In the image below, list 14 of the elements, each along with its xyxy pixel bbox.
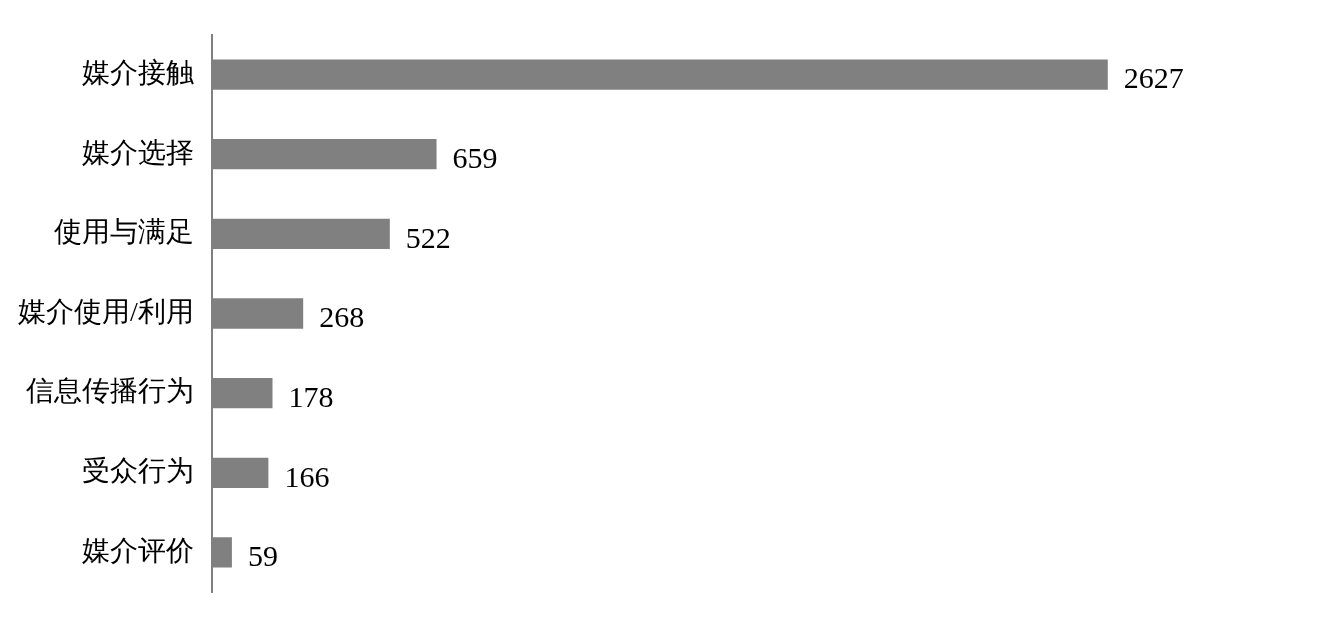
data-label: 2627	[1123, 61, 1184, 95]
data-label: 522	[405, 220, 451, 254]
data-label: 178	[288, 380, 334, 413]
data-label: 59	[247, 539, 278, 573]
y-tick-label: 受众行为	[81, 455, 194, 487]
y-tick-label: 使用与满足	[53, 216, 194, 248]
y-tick-label: 信息传播行为	[25, 375, 194, 407]
y-tick-label: 媒介使用/利用	[18, 295, 194, 327]
data-label: 659	[452, 141, 498, 175]
data-label: 268	[319, 300, 365, 334]
y-tick-label: 媒介选择	[81, 136, 194, 168]
y-tick-label: 媒介评价	[81, 534, 194, 566]
data-label: 166	[284, 459, 330, 493]
y-tick-label: 媒介接触	[81, 56, 194, 88]
